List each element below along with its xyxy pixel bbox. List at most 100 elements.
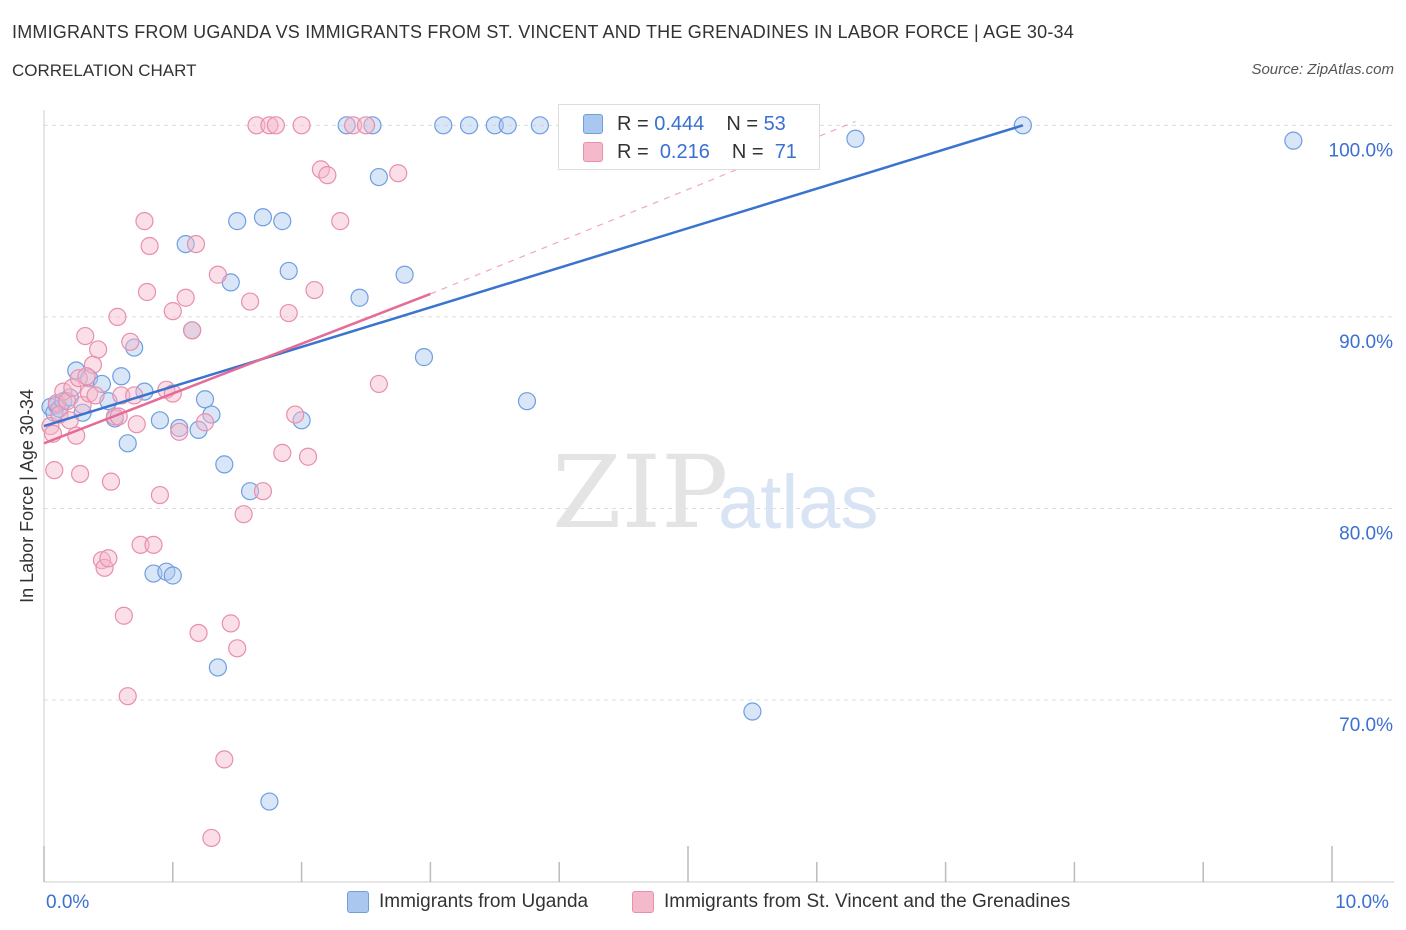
stvincent-point <box>137 282 157 302</box>
y-axis-label: In Labor Force | Age 30-34 <box>17 389 37 603</box>
stvincent-point <box>195 413 215 432</box>
stvincent-point <box>131 535 150 554</box>
stvincent-point <box>331 212 350 231</box>
uganda-point <box>498 116 517 135</box>
stvincent-point <box>260 116 279 135</box>
stvincent-point <box>127 415 146 434</box>
stvincent-point <box>286 405 305 424</box>
points-layer <box>41 116 1303 848</box>
stvincent-point <box>356 116 376 135</box>
uganda-point <box>273 212 292 231</box>
legend-r-value: 0.444 <box>654 112 705 135</box>
bottom-legend-swatch-uganda <box>347 891 369 913</box>
bottom-legend-label-stvincent: Immigrants from St. Vincent and the Gren… <box>664 891 1071 912</box>
stvincent-point <box>118 687 137 706</box>
stvincent-point <box>135 212 154 231</box>
uganda-point <box>434 116 453 135</box>
stvincent-point <box>266 116 285 135</box>
stvincent-point <box>112 386 131 405</box>
stvincent-point <box>77 367 96 386</box>
uganda-point <box>163 566 182 585</box>
uganda-point <box>530 116 549 135</box>
y-tick-label: 100.0% <box>1329 140 1394 161</box>
stvincent-point <box>247 116 266 135</box>
bottom-legend-uganda: Immigrants from Uganda <box>347 888 588 916</box>
legend-swatch-uganda <box>583 114 603 134</box>
uganda-point <box>485 116 504 135</box>
uganda-point <box>517 392 537 411</box>
uganda-point <box>253 208 273 227</box>
y-tick-label: 90.0% <box>1339 332 1393 353</box>
stvincent-point <box>150 485 170 505</box>
x-tick-label: 10.0% <box>1335 892 1389 913</box>
stvincent-point <box>163 302 182 321</box>
bottom-legend-label-uganda: Immigrants from Uganda <box>379 891 589 912</box>
watermark-atlas: atlas <box>718 460 879 545</box>
uganda-point <box>743 702 762 721</box>
stvincent-point <box>369 374 388 394</box>
stvincent-point <box>273 443 292 462</box>
stvincent-point <box>389 164 408 183</box>
chart-subtitle: CORRELATION CHART <box>12 61 197 80</box>
uganda-point <box>176 234 195 254</box>
bottom-legend-swatch-stvincent <box>632 891 654 913</box>
stvincent-point <box>121 332 140 351</box>
uganda-point <box>118 434 137 453</box>
stvincent-point <box>215 750 234 769</box>
uganda-point <box>846 129 865 148</box>
stvincent-point <box>292 116 311 135</box>
stvincent-point <box>79 384 99 403</box>
legend-r-label: R = <box>617 140 649 163</box>
uganda-point <box>337 116 356 135</box>
y-tick-label: 70.0% <box>1339 715 1393 736</box>
uganda-point <box>240 482 260 501</box>
legend-swatch-stvincent <box>583 142 603 162</box>
stvincent-trend-extension <box>430 120 856 295</box>
uganda-point <box>112 367 131 386</box>
stvincent-point <box>176 288 195 307</box>
stvincent-point <box>253 482 273 501</box>
uganda-point <box>279 261 298 281</box>
labels-layer: 70.0% 80.0% 90.0% 100.0% 0.0% 10.0% In Labor F… <box>17 140 1393 913</box>
uganda-point <box>363 116 382 135</box>
uganda-point <box>92 374 112 394</box>
stvincent-point <box>221 614 240 633</box>
uganda-point <box>459 116 479 135</box>
uganda-point <box>170 418 189 438</box>
chart-title: IMMIGRANTS FROM UGANDA VS IMMIGRANTS FRO… <box>12 22 1074 42</box>
stvincent-point <box>186 234 206 254</box>
stvincent-point <box>108 307 127 326</box>
bottom-legend-stvincent: Immigrants from St. Vincent and the Gren… <box>632 888 1070 916</box>
uganda-point <box>369 167 388 187</box>
stvincent-point <box>279 303 298 323</box>
stvincent-point <box>228 639 247 658</box>
stvincent-point <box>101 472 121 491</box>
legend-n-label: N = <box>731 140 764 163</box>
x-tick-label: 0.0% <box>46 892 89 913</box>
stvincent-point <box>170 422 189 441</box>
axes-layer <box>43 110 1394 883</box>
legend-r-value: 0.216 <box>659 140 710 163</box>
stvincent-point <box>140 236 159 256</box>
source-label: Source: ZipAtlas.com <box>1251 61 1394 78</box>
watermark: ZIP atlas <box>552 434 879 551</box>
stvincent-point <box>99 549 118 568</box>
legend-n-label: N = <box>726 112 758 135</box>
legend-row-stvincent: R = 0.216 N = 71 <box>583 138 797 166</box>
stvincent-point <box>45 461 64 480</box>
stvincent-point <box>318 166 337 185</box>
uganda-point <box>195 390 215 409</box>
uganda-point <box>350 288 369 307</box>
stvincent-point <box>344 116 363 135</box>
stvincent-point <box>144 535 163 554</box>
stvincent-point <box>298 447 318 466</box>
stvincent-trend-line <box>43 292 431 445</box>
stvincent-point <box>88 340 108 359</box>
stvincent-point <box>76 326 95 346</box>
stvincent-point <box>114 606 133 625</box>
stvincent-point <box>240 292 260 311</box>
uganda-point <box>228 212 247 231</box>
uganda-point <box>414 348 434 367</box>
correlation-legend: R = 0.444 N = 53 R = 0.216 N = 71 <box>558 104 820 170</box>
